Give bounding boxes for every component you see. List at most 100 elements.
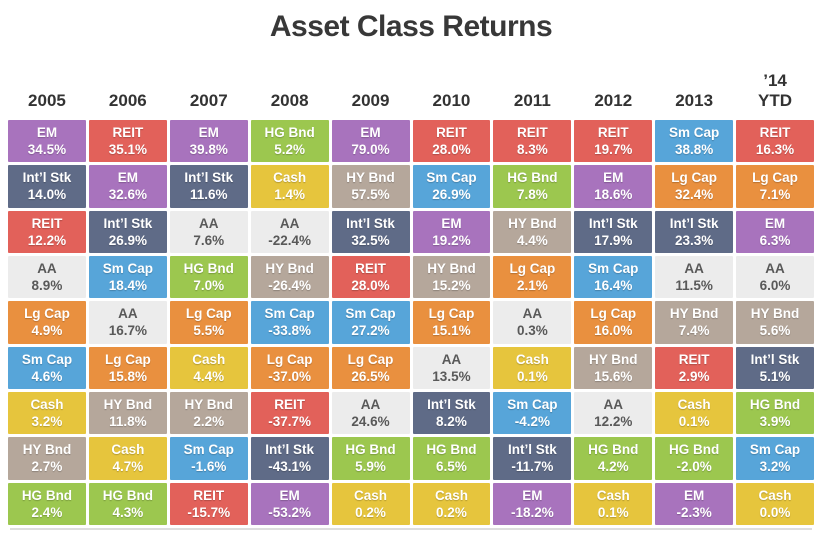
asset-label: HY Bnd [184, 397, 233, 413]
return-value: 2.4% [31, 504, 63, 520]
return-value: -2.0% [676, 459, 712, 475]
return-value: 8.9% [31, 278, 63, 294]
return-value: 39.8% [189, 142, 228, 158]
grid-bottom-edge [10, 528, 812, 530]
asset-label: EM [117, 170, 138, 186]
return-value: 0.1% [516, 368, 548, 384]
asset-label: Lg Cap [347, 351, 394, 367]
grid-cell: HY Bnd 15.2% [412, 255, 491, 299]
grid-cell: HY Bnd 5.6% [736, 301, 814, 344]
asset-label: AA [684, 261, 704, 277]
return-value: 16.7% [108, 323, 147, 339]
asset-label: HG Bnd [102, 487, 153, 503]
asset-label: AA [765, 261, 785, 277]
grid-cell: HG Bnd 2.4% [8, 482, 86, 525]
grid-cell: HG Bnd 3.9% [736, 391, 814, 435]
return-value: 0.2% [355, 504, 386, 520]
return-value: 16.3% [755, 142, 795, 158]
asset-label: Sm Cap [345, 306, 396, 322]
asset-label: Cash [30, 397, 64, 413]
asset-label: Sm Cap [264, 306, 315, 322]
asset-label: Lg Cap [752, 170, 798, 186]
asset-label: Int’l Stk [427, 397, 476, 413]
return-value: 3.2% [759, 459, 791, 475]
asset-label: Cash [677, 397, 711, 413]
grid-cell: Cash 0.1% [655, 391, 734, 435]
grid-cell: Lg Cap 15.1% [412, 301, 491, 344]
return-value: 26.9% [108, 232, 147, 248]
asset-label: REIT [274, 397, 306, 413]
grid-cell: Sm Cap 27.2% [331, 301, 410, 344]
grid-cell: HY Bnd 57.5% [331, 165, 410, 208]
return-value: -37.7% [268, 414, 312, 430]
return-value: 4.3% [112, 504, 144, 520]
grid-cell: Sm Cap 38.8% [655, 120, 734, 163]
return-value: 6.0% [759, 278, 791, 294]
column-header: 2013 [675, 90, 714, 110]
grid-cell: HG Bnd 7.8% [493, 165, 572, 208]
asset-label: Cash [111, 442, 145, 458]
asset-label: HY Bnd [588, 351, 638, 367]
column-header: 2012 [594, 90, 633, 110]
asset-label: HY Bnd [427, 261, 476, 277]
grid-cell: Lg Cap 4.9% [8, 301, 86, 344]
column-header: 2008 [270, 90, 309, 110]
grid-cell: REIT -37.7% [250, 391, 329, 435]
return-value: 23.3% [675, 232, 714, 248]
asset-label: EM [603, 170, 624, 186]
return-value: 15.2% [432, 278, 471, 294]
asset-label: EM [360, 125, 381, 141]
asset-label: Sm Cap [426, 170, 477, 186]
asset-label: HY Bnd [346, 170, 395, 186]
grid-cell: Lg Cap 26.5% [331, 346, 410, 389]
grid-cell: Lg Cap 5.5% [169, 301, 248, 344]
grid-cell: HY Bnd 2.2% [169, 391, 248, 435]
grid-cell: EM 34.5% [8, 120, 86, 163]
asset-label: Sm Cap [102, 261, 153, 277]
grid-cell: EM 79.0% [331, 120, 410, 163]
asset-label: Int’l Stk [103, 215, 153, 231]
return-value: 34.5% [27, 142, 67, 158]
asset-label: AA [360, 397, 381, 413]
return-value: 11.6% [189, 187, 228, 203]
asset-label: Sm Cap [21, 351, 73, 367]
asset-label: Int’l Stk [265, 442, 315, 458]
grid-cell: HG Bnd 5.9% [331, 437, 410, 480]
return-value: 32.4% [675, 187, 714, 203]
asset-label: HY Bnd [103, 397, 153, 413]
page-title: Asset Class Returns [269, 10, 553, 43]
grid-cell: HY Bnd 15.6% [574, 346, 653, 389]
grid-cell: Cash 4.4% [169, 346, 248, 389]
return-value: -11.7% [511, 459, 554, 475]
grid-cell: Int’l Stk 11.6% [169, 165, 248, 208]
column-header: 2005 [28, 90, 66, 110]
return-value: 27.2% [351, 323, 390, 339]
grid-cell: Sm Cap 4.6% [8, 346, 86, 389]
return-value: 12.2% [594, 414, 633, 430]
asset-label: Cash [192, 351, 226, 367]
asset-label: Int’l Stk [750, 351, 800, 367]
grid-cell: EM 19.2% [412, 210, 491, 253]
return-value: 24.6% [351, 414, 390, 430]
grid-cell: HY Bnd 4.4% [493, 210, 572, 253]
return-value: -43.1% [268, 459, 312, 475]
grid-cell: AA 0.3% [493, 301, 572, 344]
asset-label: REIT [31, 215, 63, 231]
return-value: 8.2% [436, 414, 467, 430]
grid-cell: Int’l Stk 14.0% [8, 165, 86, 208]
returns-grid: EM 34.5% REIT 35.1% EM 39.8% HG Bnd 5.2% EM 79.0%… [0, 120, 822, 525]
return-value: 11.5% [675, 278, 713, 294]
grid-cell: AA 12.2% [574, 391, 653, 435]
return-value: 7.8% [516, 187, 548, 203]
asset-label: REIT [112, 125, 144, 141]
asset-label: Lg Cap [428, 306, 475, 322]
asset-label: Cash [434, 487, 468, 503]
grid-cell: AA 16.7% [88, 301, 167, 344]
asset-label: REIT [759, 125, 791, 141]
asset-label: REIT [597, 125, 629, 141]
asset-label: HG Bnd [21, 487, 73, 503]
return-value: 0.1% [678, 414, 710, 430]
return-value: 6.3% [759, 232, 791, 248]
grid-cell: EM 6.3% [736, 210, 814, 253]
asset-label: EM [522, 487, 543, 503]
